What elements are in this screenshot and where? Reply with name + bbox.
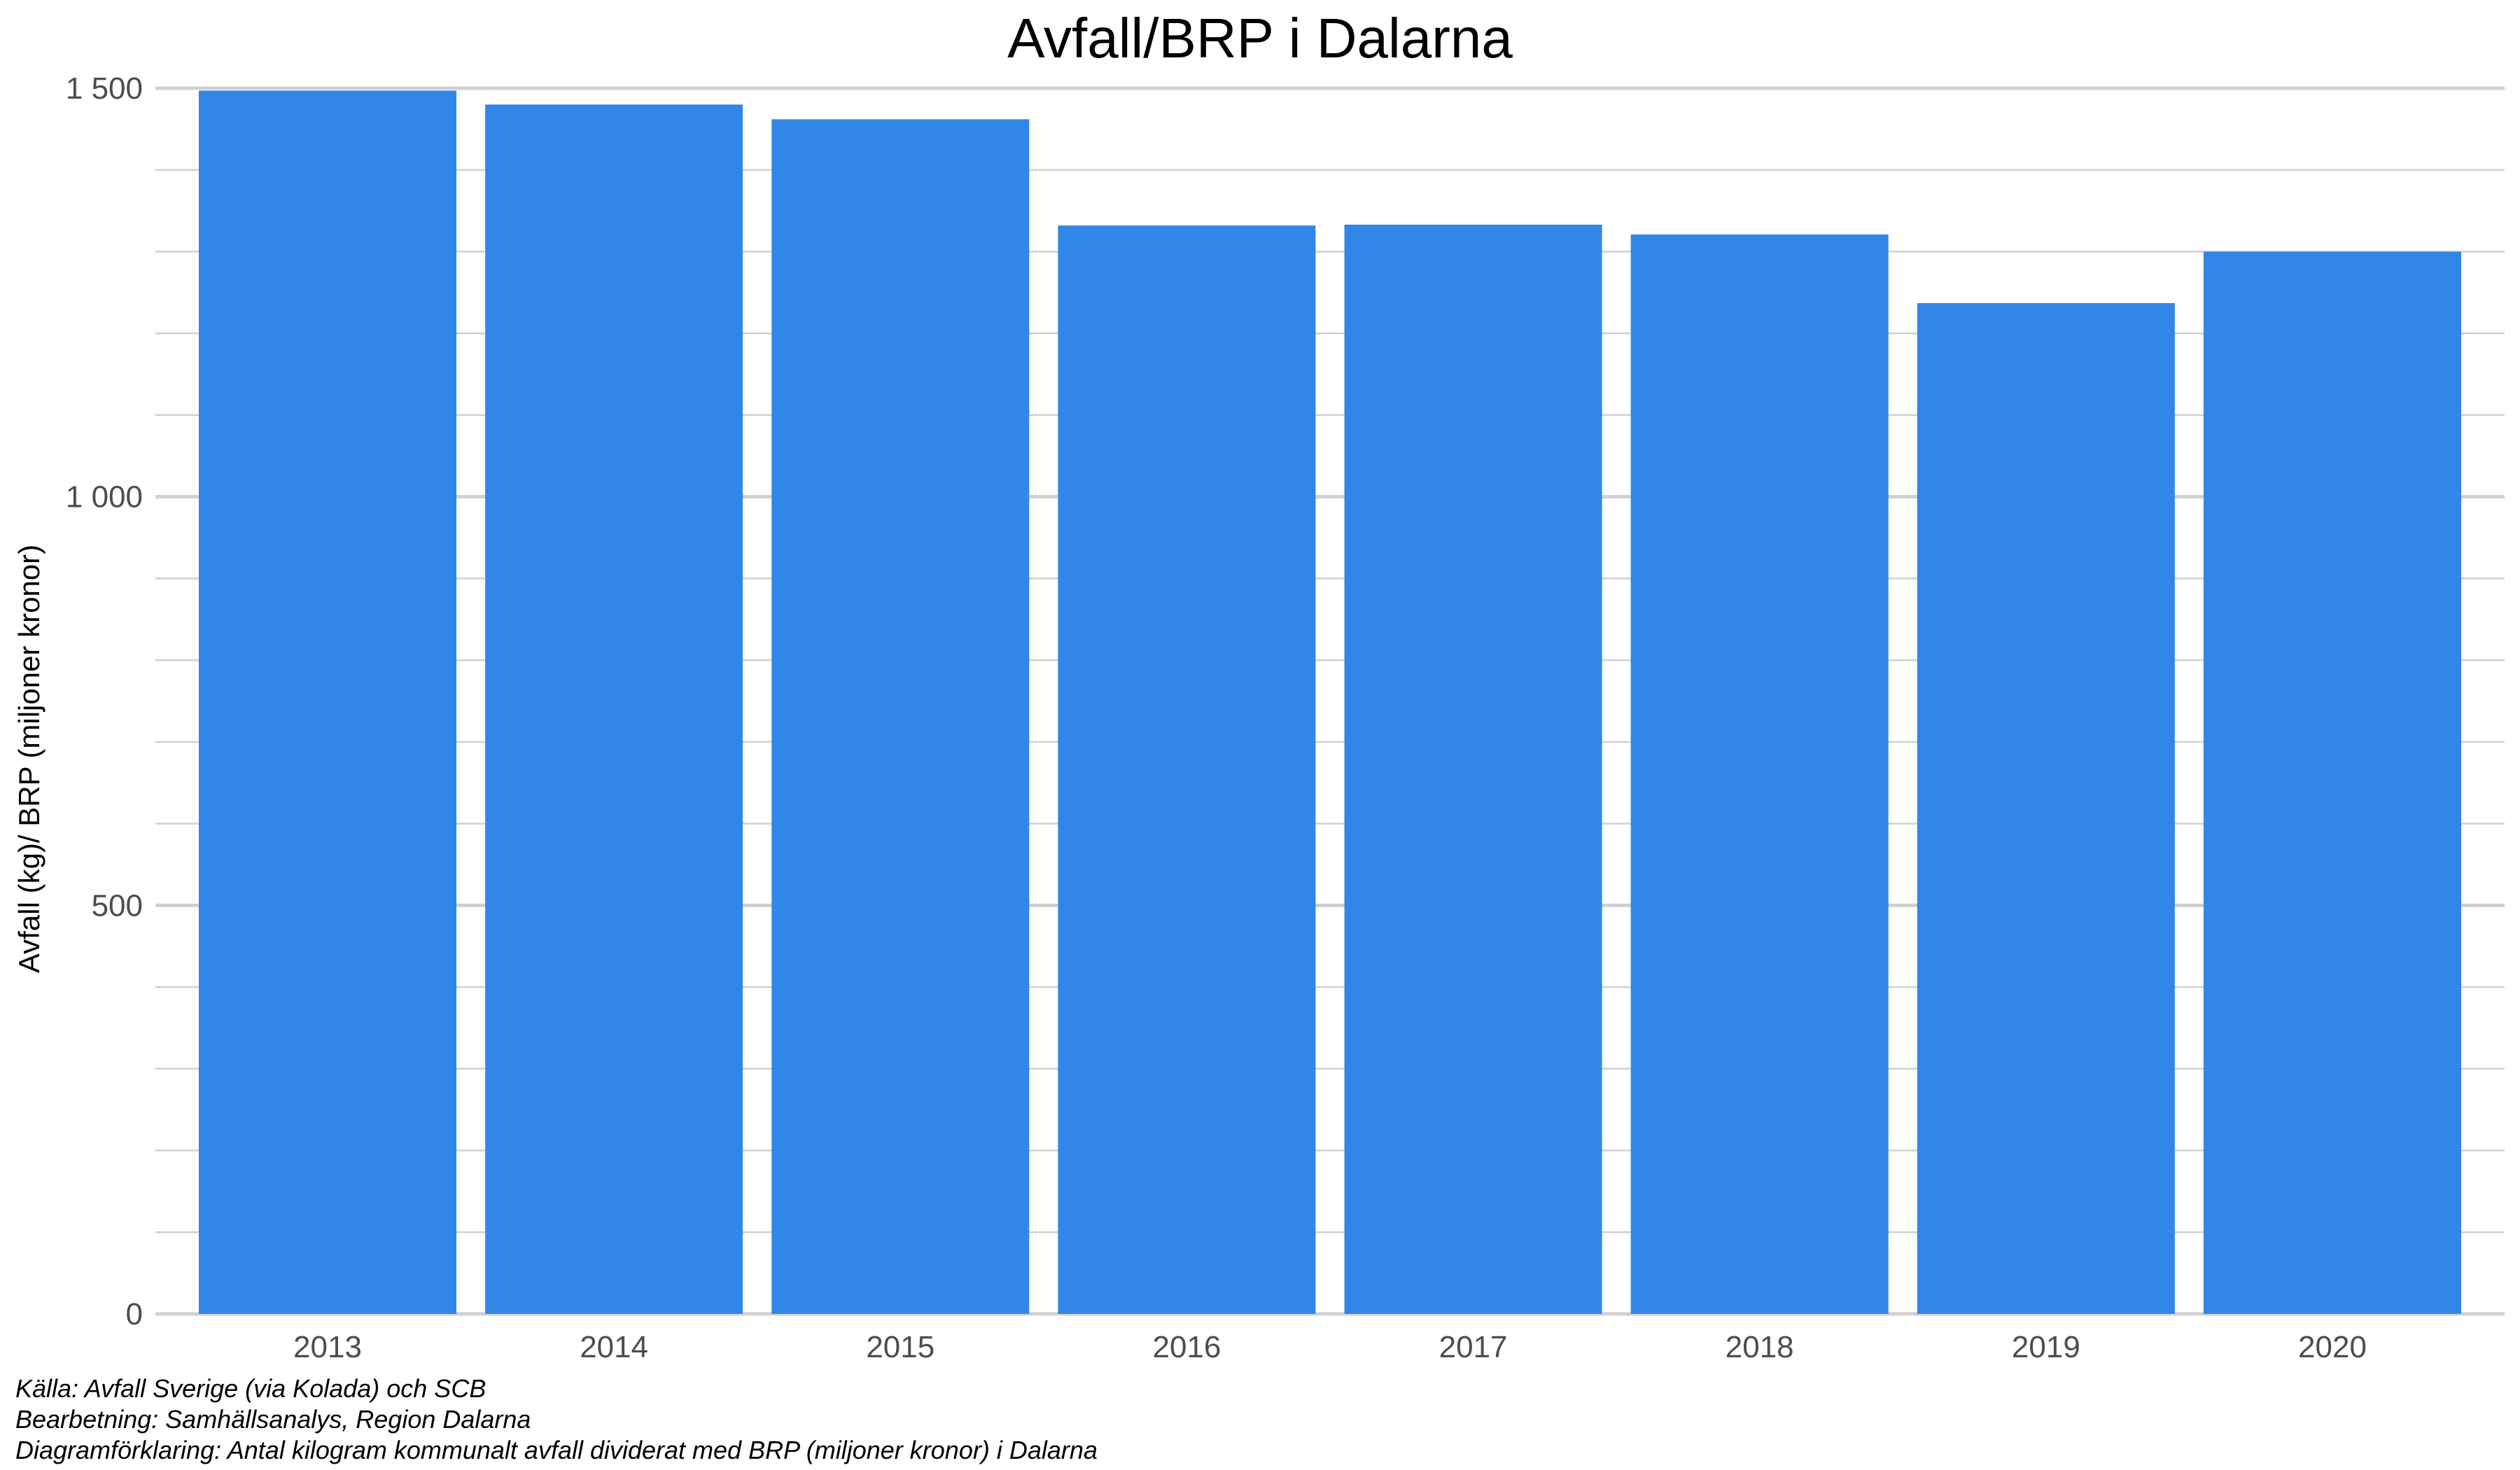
bar-2020 [2204, 251, 2461, 1314]
bar-2017 [1344, 224, 1602, 1314]
bar-2016 [1058, 225, 1316, 1314]
x-tick-label: 2019 [2012, 1330, 2080, 1364]
x-tick-label: 2018 [1726, 1330, 1794, 1364]
x-tick-label: 2017 [1439, 1330, 1508, 1364]
y-tick-labels: 0 500 1 000 1 500 [66, 71, 143, 1331]
y-tick-label: 1 000 [66, 480, 143, 514]
source-caption: Källa: Avfall Sverige (via Kolada) och S… [15, 1374, 486, 1403]
x-tick-label: 2015 [866, 1330, 934, 1364]
bar-2019 [1917, 303, 2175, 1314]
y-axis-title: Avfall (kg)/ BRP (miljoner kronor) [13, 545, 46, 973]
bars [199, 90, 2461, 1315]
bar-2015 [771, 119, 1030, 1315]
y-tick-label: 1 500 [66, 71, 143, 106]
x-tick-label: 2020 [2298, 1330, 2367, 1364]
processing-caption: Bearbetning: Samhällsanalys, Region Dala… [15, 1405, 531, 1434]
y-tick-label: 0 [126, 1297, 143, 1331]
bar-2014 [485, 104, 743, 1314]
chart-title: Avfall/BRP i Dalarna [1007, 7, 1513, 69]
y-tick-label: 500 [92, 888, 143, 923]
x-tick-labels: 2013 2014 2015 2016 2017 2018 2019 2020 [293, 1330, 2367, 1364]
x-tick-label: 2014 [580, 1330, 648, 1364]
bar-2018 [1630, 234, 1889, 1315]
x-tick-label: 2013 [293, 1330, 362, 1364]
bar-2013 [199, 90, 456, 1315]
x-tick-label: 2016 [1152, 1330, 1221, 1364]
explanation-caption: Diagramförklaring: Antal kilogram kommun… [15, 1436, 1098, 1464]
